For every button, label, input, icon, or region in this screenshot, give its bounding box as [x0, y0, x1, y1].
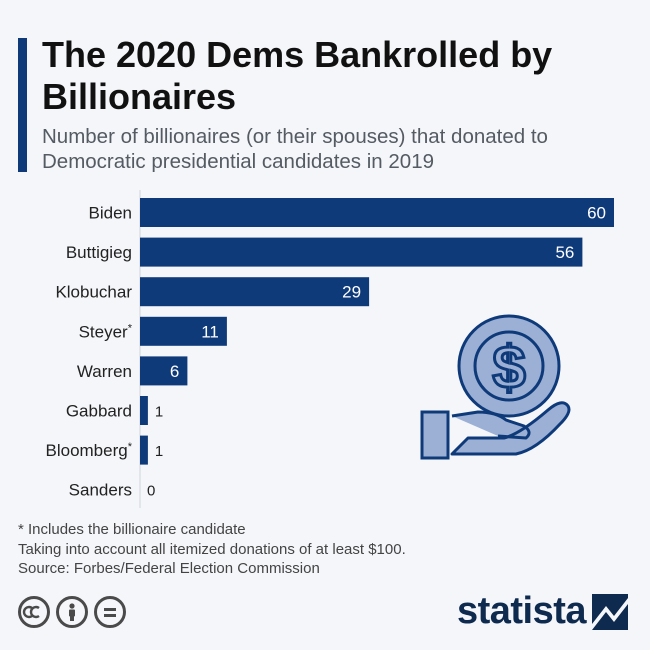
- value-label-bloomberg: 1: [155, 443, 163, 460]
- value-label-biden: 60: [587, 204, 606, 223]
- license-icons: [18, 596, 126, 628]
- dollar-symbol: $: [492, 334, 525, 401]
- value-label-klobuchar: 29: [342, 283, 361, 302]
- category-label-warren: Warren: [77, 362, 132, 381]
- person-icon[interactable]: [56, 596, 88, 628]
- category-label-biden: Biden: [89, 204, 132, 223]
- bar-steyer: [140, 316, 227, 346]
- category-label-klobuchar: Klobuchar: [55, 283, 132, 302]
- category-label-steyer: Steyer*: [79, 322, 133, 341]
- category-label-sanders: Sanders: [69, 481, 132, 500]
- logo-text: statista: [456, 590, 587, 632]
- cc-icon[interactable]: [18, 596, 50, 628]
- value-label-steyer: 11: [201, 322, 219, 341]
- category-label-buttigieg: Buttigieg: [66, 243, 132, 262]
- method-note: Taking into account all itemized donatio…: [18, 540, 406, 558]
- chart-title: The 2020 Dems Bankrolled by Billionaires: [42, 34, 553, 117]
- value-label-warren: 6: [170, 362, 179, 381]
- category-label-gabbard: Gabbard: [66, 402, 132, 421]
- accent-bar: [18, 38, 27, 172]
- hand-holding-dollar-coin-icon: $: [420, 314, 571, 460]
- value-label-gabbard: 1: [155, 404, 163, 421]
- bar-buttigieg: [140, 237, 583, 267]
- statista-mark-icon: [592, 593, 628, 630]
- footnote: * Includes the billionaire candidate: [18, 521, 246, 538]
- equals-icon[interactable]: [94, 596, 126, 628]
- value-label-sanders: 0: [147, 483, 155, 500]
- bar-klobuchar: [140, 277, 370, 307]
- source-note: Source: Forbes/Federal Election Commissi…: [18, 560, 320, 577]
- bar-gabbard: [140, 396, 148, 425]
- statista-logo[interactable]: statista: [457, 590, 628, 633]
- value-label-buttigieg: 56: [555, 243, 574, 262]
- chart-subtitle: Number of billionaires (or their spouses…: [42, 125, 548, 173]
- footer-notes: * Includes the billionaire candidate Tak…: [18, 520, 638, 579]
- bar-warren: [140, 356, 188, 386]
- bar-biden: [140, 198, 614, 227]
- bar-bloomberg: [140, 435, 148, 465]
- category-label-bloomberg: Bloomberg*: [46, 441, 133, 460]
